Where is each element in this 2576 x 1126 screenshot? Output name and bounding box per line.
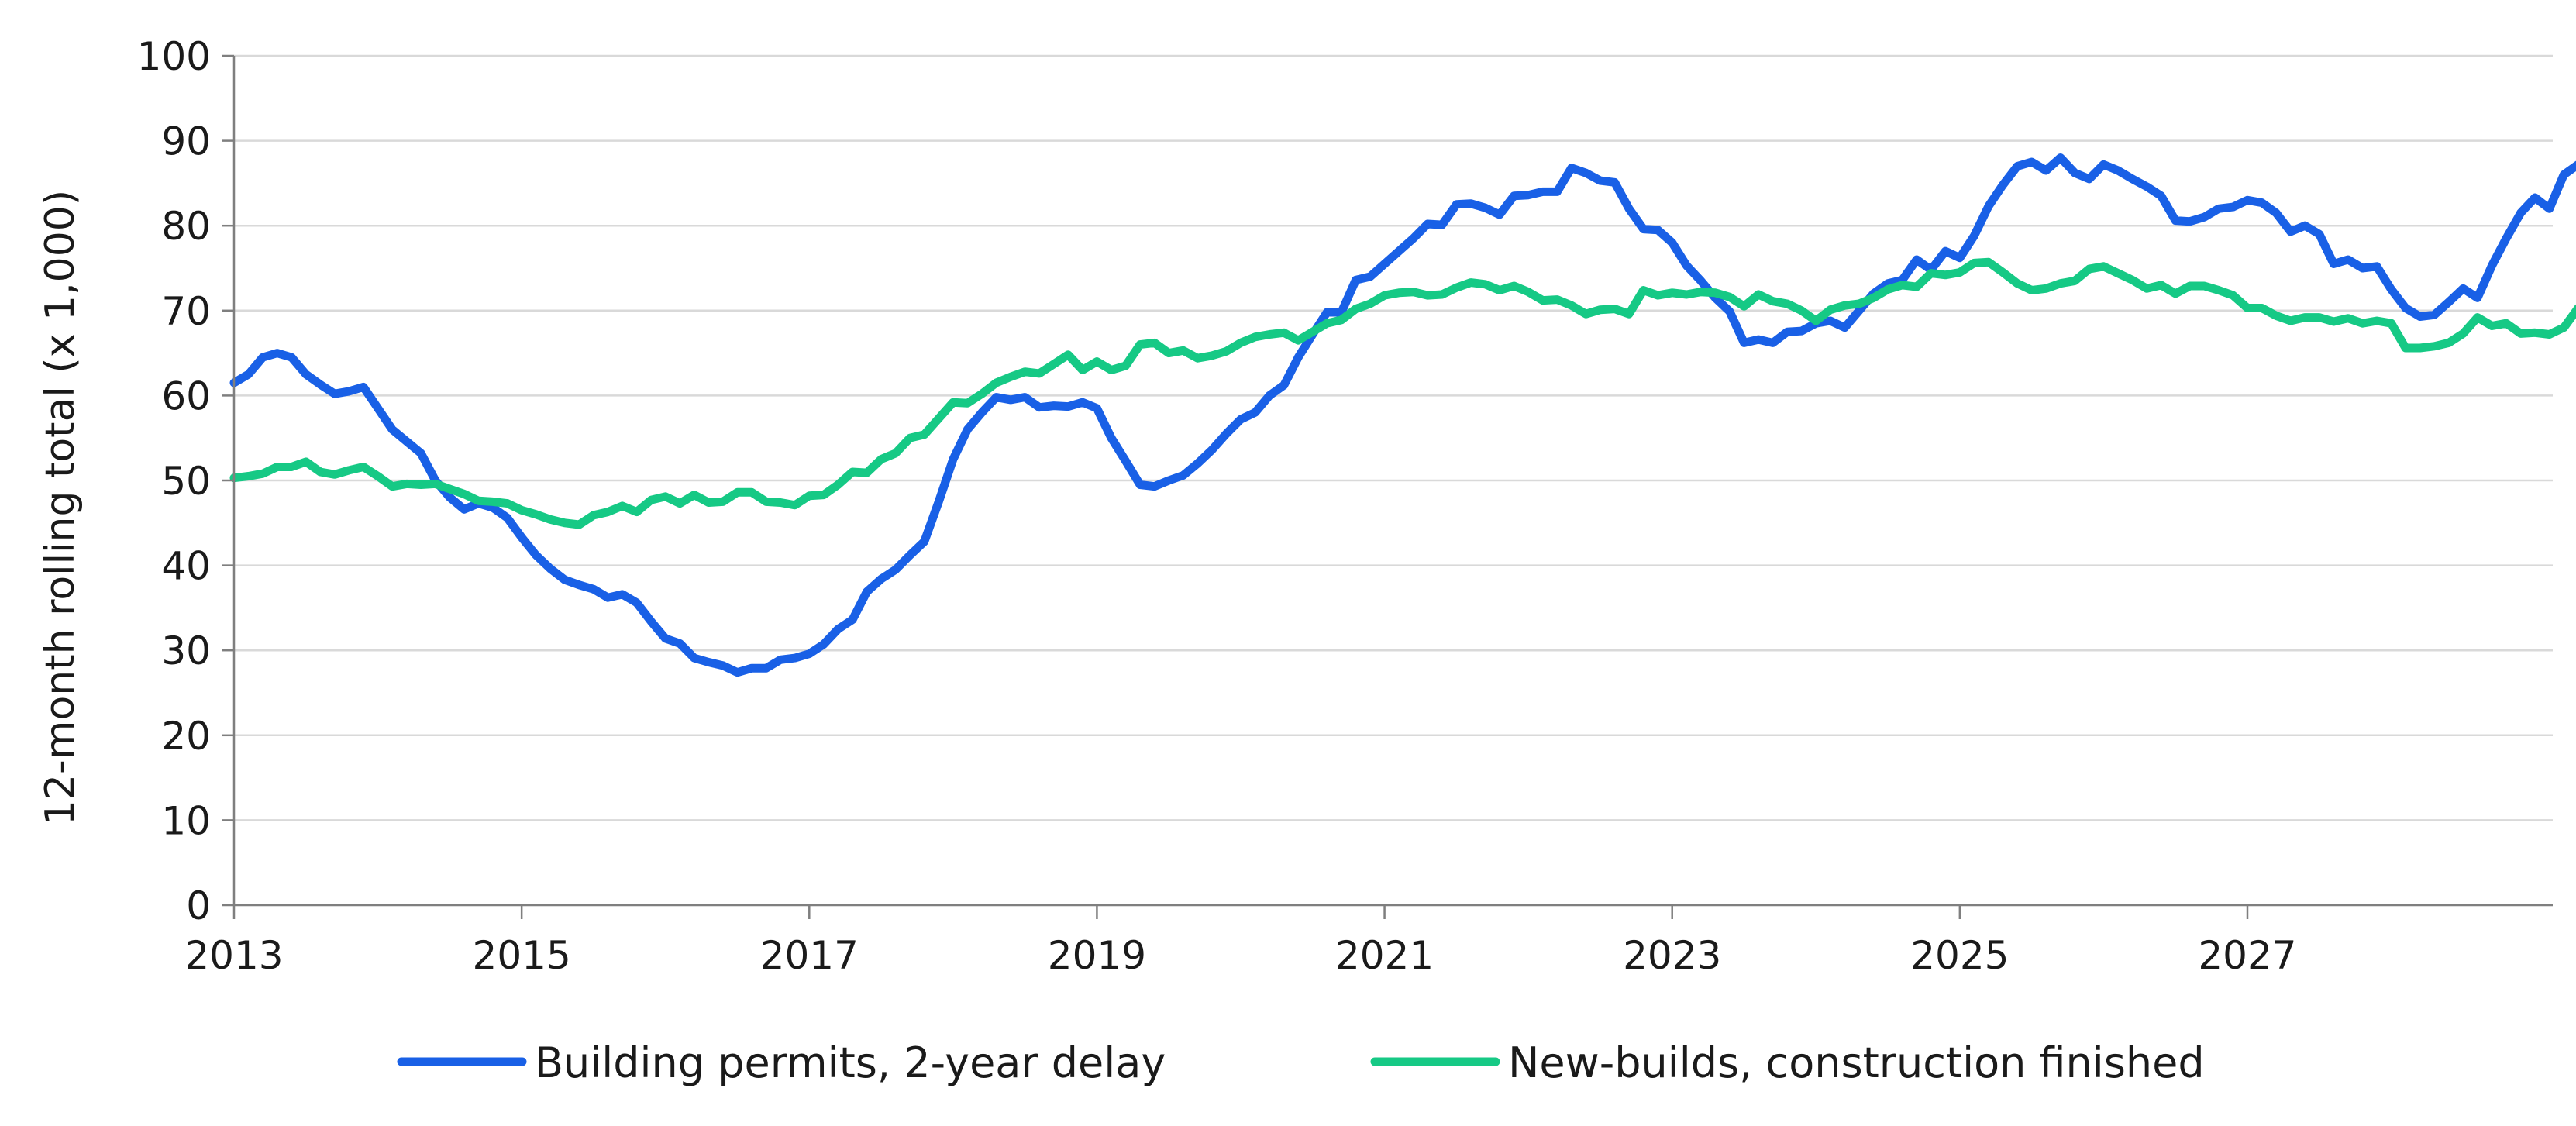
x-tick-label-2015: 2015 bbox=[473, 933, 571, 978]
legend-item-building-permits: Building permits, 2-year delay bbox=[397, 1038, 1166, 1087]
y-axis-title: 12-month rolling total (x 1,000) bbox=[37, 190, 84, 825]
x-tick-label-2023: 2023 bbox=[1623, 933, 1721, 978]
legend-item-new-builds: New-builds, construction finished bbox=[1370, 1038, 2205, 1087]
gridlines bbox=[234, 54, 2553, 821]
axes: 0 10 20 30 40 50 60 70 80 90 100 2013 2015 2017 2019 20… bbox=[137, 34, 2553, 978]
y-tick-label-100: 100 bbox=[137, 34, 211, 79]
x-tick-label-2021: 2021 bbox=[1335, 933, 1434, 978]
x-tick-label-2025: 2025 bbox=[1910, 933, 2009, 978]
x-tick-label-2027: 2027 bbox=[2198, 933, 2296, 978]
y-tick-label-50: 50 bbox=[161, 459, 211, 504]
x-tick-label-2013: 2013 bbox=[184, 933, 283, 978]
legend: Building permits, 2-year delay New-build… bbox=[397, 1038, 2205, 1087]
y-tick-label-40: 40 bbox=[161, 544, 211, 589]
series-line-building-permits bbox=[229, 153, 2576, 677]
series-line-new-builds bbox=[229, 257, 2576, 529]
series-lines bbox=[229, 153, 2576, 677]
y-tick-label-20: 20 bbox=[161, 714, 211, 759]
y-tick-label-0: 0 bbox=[186, 883, 211, 928]
y-tick-label-90: 90 bbox=[161, 119, 211, 164]
y-tick-label-80: 80 bbox=[161, 204, 211, 249]
legend-label-new-builds: New-builds, construction finished bbox=[1508, 1038, 2205, 1087]
y-tick-label-10: 10 bbox=[161, 798, 211, 843]
x-tick-label-2019: 2019 bbox=[1048, 933, 1146, 978]
y-tick-label-70: 70 bbox=[161, 289, 211, 334]
y-tick-label-60: 60 bbox=[161, 374, 211, 418]
legend-label-building-permits: Building permits, 2-year delay bbox=[535, 1038, 1166, 1087]
x-tick-label-2017: 2017 bbox=[760, 933, 859, 978]
y-tick-label-30: 30 bbox=[161, 628, 211, 673]
